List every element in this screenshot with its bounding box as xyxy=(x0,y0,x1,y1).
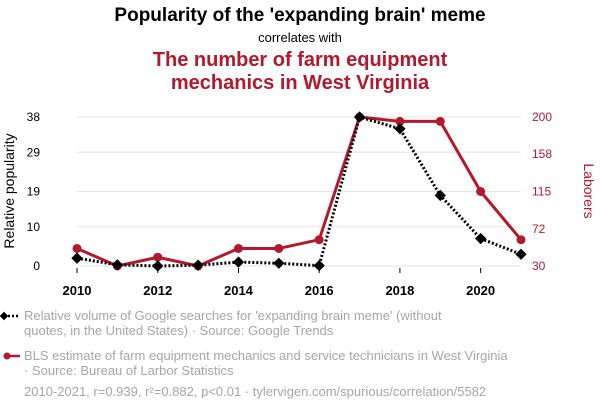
gridlines xyxy=(77,116,521,267)
y-axis-label-left: Relative popularity xyxy=(1,133,17,248)
legend-mechanics-line2: · Source: Bureau of Larbor Statistics xyxy=(24,363,234,378)
series-meme-point xyxy=(273,257,285,269)
series-meme-point xyxy=(515,248,527,260)
x-tick-label: 2014 xyxy=(224,283,254,298)
y-tick-left: 0 xyxy=(33,259,40,273)
chart-subtitle-line2: mechanics in West Virginia xyxy=(171,72,430,94)
y-tick-right: 30 xyxy=(532,259,546,273)
legend-swatch-mechanics xyxy=(3,352,20,360)
y-tick-right: 158 xyxy=(532,147,552,161)
chart-title: Popularity of the 'expanding brain' meme xyxy=(114,5,485,26)
series-mechanics-point xyxy=(233,243,243,253)
y-tick-left: 38 xyxy=(27,110,41,124)
x-tick-label: 2012 xyxy=(143,283,172,298)
legend-meme-line2: quotes, in the United States) · Source: … xyxy=(24,323,334,338)
series-mechanics-point xyxy=(435,116,445,126)
legend-mechanics-line1: BLS estimate of farm equipment mechanics… xyxy=(24,348,508,363)
legend-swatch-meme xyxy=(0,311,20,321)
series-meme-point xyxy=(71,252,83,264)
series-meme-point xyxy=(111,259,124,271)
series-layer xyxy=(71,111,527,272)
x-tick-label: 2020 xyxy=(466,283,495,298)
axes: 0 10 19 29 38 30 72 115 158 200 2010 2012 2014 2016 20… xyxy=(27,110,553,298)
y-axis-label-right: Laborers xyxy=(581,163,597,218)
series-meme-point xyxy=(434,189,446,202)
series-mechanics-point xyxy=(395,116,405,126)
series-meme-point xyxy=(474,232,487,245)
series-mechanics-point xyxy=(516,235,526,245)
series-mechanics-point xyxy=(314,235,324,245)
series-mechanics-line xyxy=(76,115,523,268)
series-mechanics-point xyxy=(153,252,163,262)
footer-stats: 2010-2021, r=0.939, r²=0.882, p<0.01 · t… xyxy=(24,384,486,399)
series-meme-point xyxy=(192,259,204,271)
x-tick-label: 2016 xyxy=(305,283,334,298)
y-tick-left: 19 xyxy=(27,185,41,199)
y-tick-right: 200 xyxy=(532,110,552,124)
y-tick-left: 10 xyxy=(27,220,41,234)
correlates-label: correlates with xyxy=(258,30,342,45)
series-mechanics-point xyxy=(274,243,284,253)
x-tick-label: 2018 xyxy=(385,283,414,298)
series-meme-point xyxy=(152,260,164,272)
series-meme-point xyxy=(313,259,325,272)
y-tick-right: 115 xyxy=(532,185,551,199)
series-mechanics-point xyxy=(72,243,82,253)
chart-subtitle-line1: The number of farm equipment xyxy=(153,49,448,71)
legend-meme-line1: Relative volume of Google searches for '… xyxy=(24,308,442,323)
legend: Relative volume of Google searches for '… xyxy=(0,308,508,378)
y-tick-left: 29 xyxy=(27,145,41,159)
series-mechanics-point xyxy=(476,187,486,196)
x-tick-label: 2010 xyxy=(63,283,92,298)
series-meme-point xyxy=(353,111,366,123)
series-meme-point xyxy=(232,256,245,268)
y-tick-right: 72 xyxy=(532,222,546,236)
